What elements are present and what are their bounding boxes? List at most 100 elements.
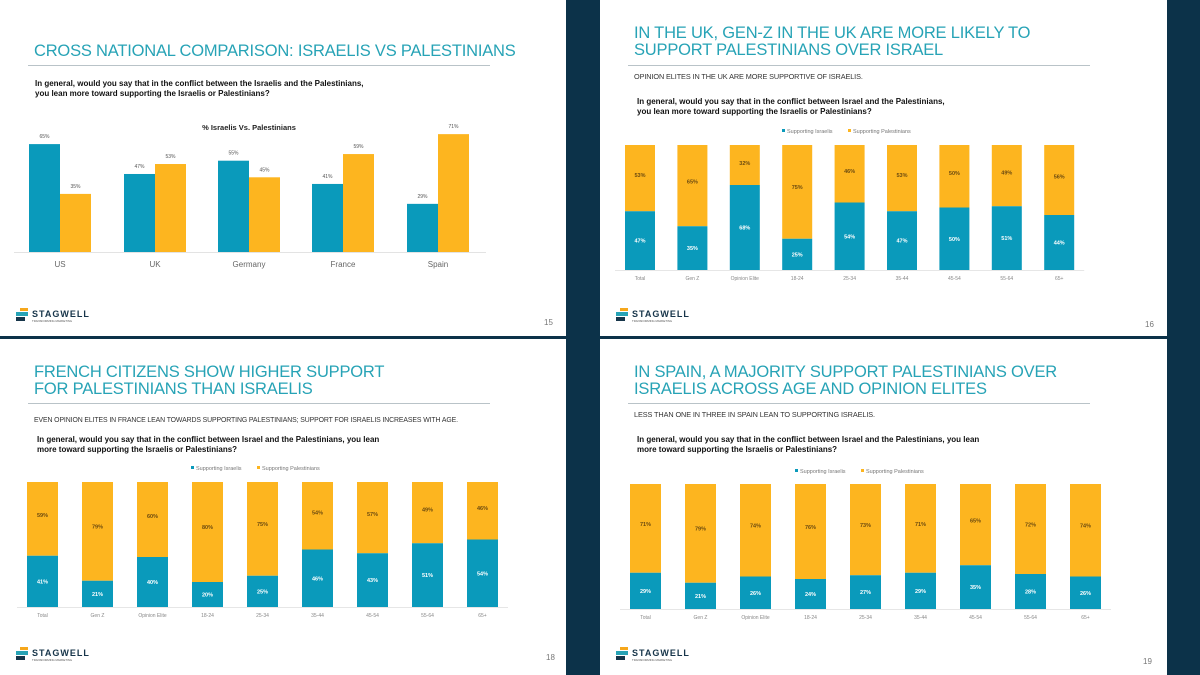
category-label: 25-34 <box>859 615 872 621</box>
bar-segment-palestinians <box>302 482 333 550</box>
bar-segment-palestinians <box>1044 145 1075 215</box>
bar-segment-palestinians <box>939 145 970 208</box>
bar-segment-israelis <box>782 238 813 270</box>
bar-segment-israelis <box>27 555 58 607</box>
stacked-bar-chart: Supporting Israelis Supporting Palestinia… <box>620 469 1111 621</box>
logo-tagline: TRANSFORMING MARKETING <box>32 319 73 323</box>
data-label-palestinians: 32% <box>739 161 750 167</box>
category-label: 45-54 <box>948 276 961 282</box>
legend-label-israelis: Supporting Israelis <box>196 466 242 472</box>
category-label: 18-24 <box>201 613 214 619</box>
title-line: FOR PALESTINIANS THAN ISRAELIS <box>34 380 313 398</box>
stacked-bar-chart: Supporting Israelis Supporting Palestinia… <box>615 129 1085 282</box>
title-line: IN THE UK, GEN-Z IN THE UK ARE MORE LIKE… <box>634 24 1031 42</box>
question-line: In general, would you say that in the co… <box>35 79 364 88</box>
category-label: Total <box>37 613 48 619</box>
bar-segment-palestinians <box>834 145 865 203</box>
category-label: 55-64 <box>421 613 434 619</box>
chart-title: % Israelis Vs. Palestinians <box>202 123 296 132</box>
title-divider <box>28 403 490 404</box>
category-label: Total <box>635 276 646 282</box>
data-label-palestinians: 74% <box>750 524 761 530</box>
survey-question: In general, would you say that in the co… <box>35 79 364 98</box>
bar-segment-israelis <box>137 557 168 607</box>
data-label-palestinians: 53% <box>896 173 907 179</box>
question-line: more toward supporting the Israelis or P… <box>637 444 838 454</box>
category-label: 45-54 <box>366 613 379 619</box>
category-label: Gen Z <box>694 615 708 621</box>
category-label: 18-24 <box>791 276 804 282</box>
question-line: In general, would you say that in the co… <box>637 435 980 444</box>
legend-swatch-palestinians <box>257 466 260 469</box>
bar-segment-israelis <box>625 211 655 270</box>
data-label-palestinians: 71% <box>915 522 926 528</box>
category-label: France <box>331 260 356 269</box>
question-line: you lean more toward supporting the Isra… <box>637 106 872 116</box>
data-label-israelis: 47% <box>896 239 907 245</box>
data-label-israelis: 20% <box>202 593 213 599</box>
stagwell-logo-icon <box>616 308 628 321</box>
question-line: you lean more toward supporting the Isra… <box>35 88 270 98</box>
data-label-palestinians: 46% <box>844 169 855 175</box>
legend-label-palestinians: Supporting Palestinians <box>262 466 320 472</box>
legend-label-palestinians: Supporting Palestinians <box>866 469 924 475</box>
title-line: ISRAELIS ACROSS AGE AND OPINION ELITES <box>634 380 987 398</box>
data-label-palestinians: 79% <box>92 524 103 530</box>
data-label: 41% <box>322 174 333 180</box>
data-label-israelis: 21% <box>695 594 706 600</box>
bar-palestinians <box>60 193 91 252</box>
bar-segment-palestinians <box>467 482 498 540</box>
data-label-palestinians: 56% <box>1054 175 1065 181</box>
data-label-israelis: 29% <box>915 589 926 595</box>
data-label-palestinians: 72% <box>1025 523 1036 529</box>
data-label-israelis: 26% <box>750 591 761 597</box>
data-label-israelis: 54% <box>477 571 488 577</box>
slide-subtitle: EVEN OPINION ELITES IN FRANCE LEAN TOWAR… <box>34 417 458 424</box>
data-label-israelis: 26% <box>1080 591 1091 597</box>
bar-segment-israelis <box>412 543 443 607</box>
category-label: 55-64 <box>1024 615 1037 621</box>
category-label: 35-44 <box>896 276 909 282</box>
bar-segment-israelis <box>887 211 917 270</box>
bar-segment-israelis <box>302 549 333 607</box>
category-label: Spain <box>428 260 448 269</box>
data-label-israelis: 25% <box>257 589 268 595</box>
grouped-bar-chart: % Israelis Vs. Palestinians 65% 35% US 47% 53… <box>14 123 486 269</box>
data-label-palestinians: 49% <box>1001 171 1012 177</box>
legend-label-palestinians: Supporting Palestinians <box>853 129 911 135</box>
bar-segment-israelis <box>729 185 760 270</box>
bar-segment-palestinians <box>677 145 708 227</box>
bar-segment-palestinians <box>850 484 881 576</box>
survey-question: In general, would you say that in the co… <box>637 435 979 454</box>
data-label-palestinians: 75% <box>792 185 803 191</box>
data-label-palestinians: 65% <box>970 519 981 525</box>
bar-segment-israelis <box>467 539 498 607</box>
bar-segment-palestinians <box>729 145 760 185</box>
data-label-israelis: 24% <box>805 592 816 598</box>
data-label-israelis: 47% <box>634 239 645 245</box>
bar-segment-palestinians <box>192 482 223 582</box>
data-label: 71% <box>448 124 459 130</box>
bar-israelis <box>29 144 60 252</box>
data-label-palestinians: 75% <box>257 522 268 528</box>
bar-segment-israelis <box>905 572 936 609</box>
stagwell-logo-icon <box>16 308 28 321</box>
logo-tagline: TRANSFORMING MARKETING <box>632 319 673 323</box>
page-number: 19 <box>1143 657 1152 666</box>
slide-cross-national: CROSS NATIONAL COMPARISON: ISRAELIS VS P… <box>0 0 566 336</box>
legend-label-israelis: Supporting Israelis <box>800 469 846 475</box>
bar-segment-palestinians <box>887 145 917 212</box>
category-label: Opinion Elite <box>731 276 760 282</box>
category-label: 45-54 <box>969 615 982 621</box>
data-label-israelis: 41% <box>37 579 48 585</box>
data-label: 47% <box>134 164 145 170</box>
bar-segment-israelis <box>1070 576 1101 609</box>
category-label: Total <box>640 615 651 621</box>
title-divider <box>628 65 1090 66</box>
data-label-palestinians: 80% <box>202 525 213 531</box>
category-label: 35-44 <box>311 613 324 619</box>
bar-segment-palestinians <box>137 482 168 557</box>
bar-segment-palestinians <box>1070 484 1101 577</box>
legend-swatch-israelis <box>191 466 194 469</box>
title-divider <box>28 65 490 66</box>
